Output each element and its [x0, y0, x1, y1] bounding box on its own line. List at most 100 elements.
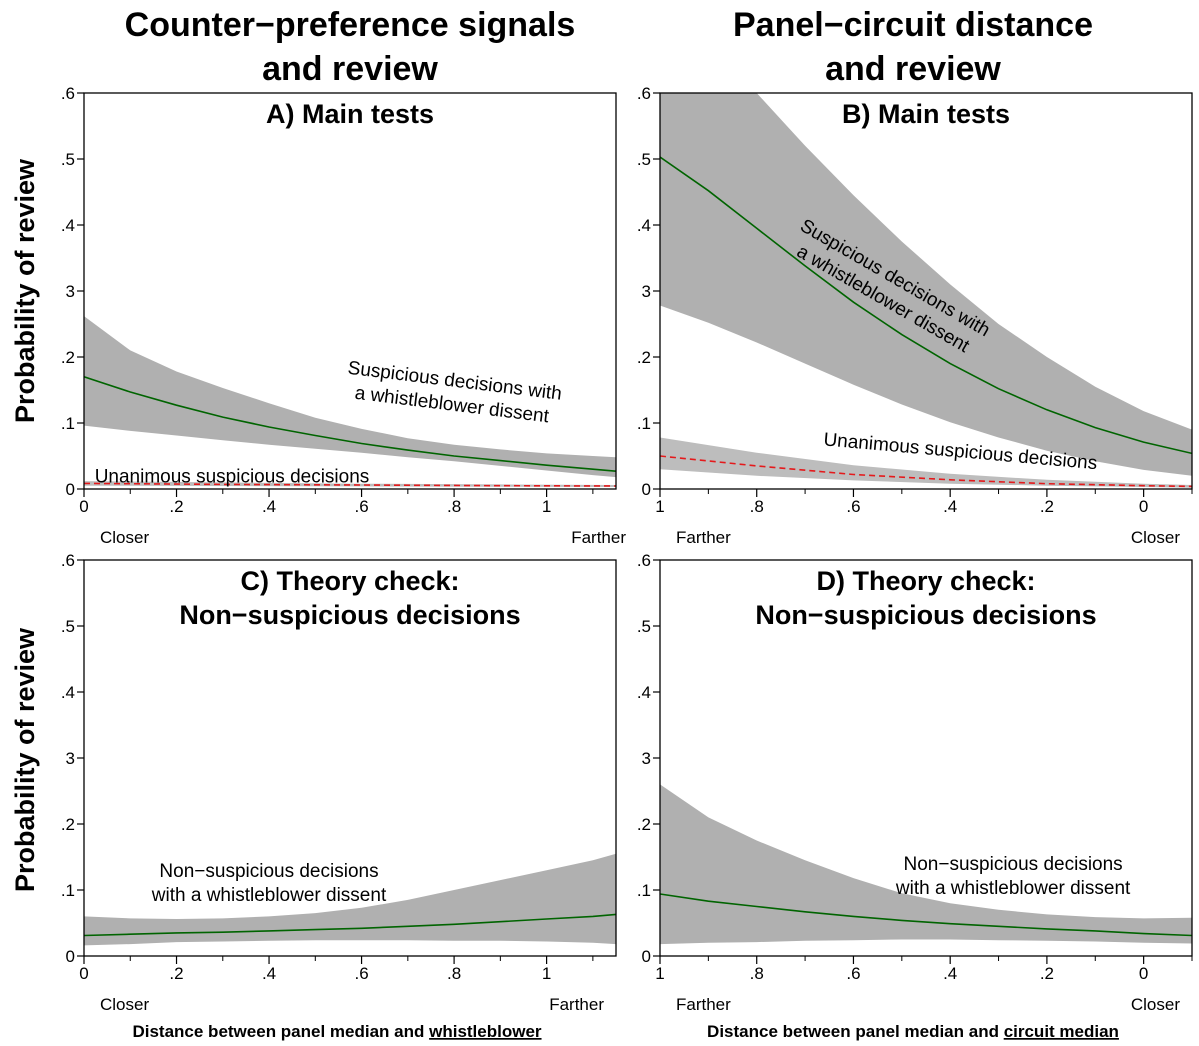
- y-tick-label-D-0: 0: [642, 947, 651, 966]
- y-tick-label-D-2: .2: [637, 815, 651, 834]
- y-tick-label-B-1: .1: [637, 414, 651, 433]
- confidence-band-B-1: [660, 93, 1192, 476]
- y-tick-label-A-5: .5: [61, 150, 75, 169]
- series-line-D-1: [660, 893, 1192, 937]
- x-end-label-right-A: Farther: [571, 528, 626, 547]
- y-tick-label-C-0: 0: [66, 947, 75, 966]
- panel-title-D-line-1: D) Theory check:: [816, 566, 1035, 596]
- x-tick-label-A-4: .8: [447, 497, 461, 516]
- x-tick-label-A-2: .4: [262, 497, 276, 516]
- y-tick-label-C-6: .6: [61, 551, 75, 570]
- x-tick-label-C-0: 0: [79, 964, 88, 983]
- x-tick-label-A-0: 0: [79, 497, 88, 516]
- y-tick-label-C-4: .4: [61, 683, 75, 702]
- x-tick-label-D-4: .2: [1040, 964, 1054, 983]
- y-tick-label-A-1: .1: [61, 414, 75, 433]
- x-tick-label-B-4: .2: [1040, 497, 1054, 516]
- y-axis-label-top: Probability of review: [10, 158, 40, 423]
- annotation-text-C-1-2: with a whistleblower dissent: [151, 885, 387, 906]
- series-line-A-2: [84, 482, 616, 487]
- column-titles: Counter−preference signals and review Pane…: [125, 6, 1093, 88]
- series-line-A-1: [84, 376, 616, 472]
- x-end-label-right-B: Closer: [1131, 528, 1180, 547]
- x-end-label-left-B: Farther: [676, 528, 731, 547]
- plot-area: [84, 316, 616, 487]
- x-tick-label-D-1: .8: [750, 964, 764, 983]
- annotation-text-D-1-2: with a whistleblower dissent: [895, 878, 1131, 899]
- y-tick-label-A-4: .4: [61, 216, 75, 235]
- panel-D: 1 .8 .6 .4 .2 0 0 .1 .2 3 .4 .5 .6 Farther Closer D) Th…: [637, 551, 1193, 1014]
- x-tick-label-D-2: .6: [846, 964, 860, 983]
- y-tick-label-B-5: .5: [637, 150, 651, 169]
- y-tick-label-D-6: .6: [637, 551, 651, 570]
- y-tick-label-A-3: 3: [66, 282, 75, 301]
- plot-area: [660, 93, 1192, 488]
- y-tick-label-B-3: 3: [642, 282, 651, 301]
- x-end-label-left-C: Closer: [100, 995, 149, 1014]
- annotation-D-1: Non−suspicious decisions with a whistlebl…: [895, 854, 1131, 899]
- x-tick-label-B-1: .8: [750, 497, 764, 516]
- x-tick-label-B-5: 0: [1139, 497, 1148, 516]
- y-tick-label-C-2: .2: [61, 815, 75, 834]
- panel-title-C-line-1: C) Theory check:: [240, 566, 459, 596]
- x-tick-label-B-3: .4: [943, 497, 957, 516]
- x-tick-label-A-1: .2: [169, 497, 183, 516]
- x-axis-label-left-prefix: Distance between panel median and: [132, 1022, 429, 1041]
- x-end-label-right-D: Closer: [1131, 995, 1180, 1014]
- panel-title-A-line-1: A) Main tests: [266, 99, 434, 129]
- x-tick-label-B-0: 1: [655, 497, 664, 516]
- x-axis-labels: Distance between panel median and whistl…: [132, 1022, 1118, 1041]
- y-tick-label-B-6: .6: [637, 84, 651, 103]
- column-title-2-line-1: Panel−circuit distance: [733, 6, 1093, 44]
- plot-area: [84, 853, 616, 946]
- x-tick-label-C-4: .8: [447, 964, 461, 983]
- x-tick-label-D-0: 1: [655, 964, 664, 983]
- x-axis-label-right: Distance between panel median and circui…: [707, 1022, 1119, 1041]
- x-tick-label-A-3: .6: [354, 497, 368, 516]
- panel-C: 0 .2 .4 .6 .8 1 0 .1 .2 3 .4 .5 .6 Closer Farther C) Th…: [61, 551, 617, 1014]
- y-tick-label-C-5: .5: [61, 617, 75, 636]
- annotation-text-D-1-1: Non−suspicious decisions: [904, 854, 1123, 875]
- confidence-band-B-2: [660, 437, 1192, 488]
- x-tick-label-C-2: .4: [262, 964, 276, 983]
- confidence-band-A-1: [84, 316, 616, 478]
- x-tick-label-D-3: .4: [943, 964, 957, 983]
- x-axis-label-left: Distance between panel median and whistl…: [132, 1022, 541, 1041]
- y-tick-label-D-4: .4: [637, 683, 651, 702]
- x-end-label-right-C: Farther: [549, 995, 604, 1014]
- y-axis-label-bottom: Probability of review: [10, 627, 40, 892]
- y-tick-label-B-4: .4: [637, 216, 651, 235]
- annotation-text-A-2-1: Unanimous suspicious decisions: [95, 466, 370, 487]
- x-end-label-left-A: Closer: [100, 528, 149, 547]
- panel-title-D-line-2: Non−suspicious decisions: [755, 600, 1096, 630]
- column-title-1-line-2: and review: [262, 50, 438, 88]
- series-line-B-1: [660, 156, 1192, 455]
- column-title-1-line-1: Counter−preference signals: [125, 6, 576, 44]
- y-tick-label-B-0: 0: [642, 480, 651, 499]
- panel-title-B-line-1: B) Main tests: [842, 99, 1010, 129]
- x-end-label-left-D: Farther: [676, 995, 731, 1014]
- confidence-band-D-1: [660, 784, 1192, 945]
- x-tick-label-C-5: 1: [542, 964, 551, 983]
- series-line-B-2: [660, 455, 1192, 488]
- y-tick-label-C-3: 3: [66, 749, 75, 768]
- y-tick-label-C-1: .1: [61, 881, 75, 900]
- x-tick-label-C-3: .6: [354, 964, 368, 983]
- confidence-band-A-2: [84, 481, 616, 487]
- y-tick-label-B-2: .2: [637, 348, 651, 367]
- x-tick-label-B-2: .6: [846, 497, 860, 516]
- y-tick-label-A-6: .6: [61, 84, 75, 103]
- y-axis-labels: Probability of review Probability of revi…: [10, 158, 40, 892]
- annotation-C-1: Non−suspicious decisions with a whistlebl…: [151, 861, 387, 906]
- y-tick-label-D-5: .5: [637, 617, 651, 636]
- panel-A: 0 .2 .4 .6 .8 1 0 .1 .2 3 .4 .5 .6 Closer Farther A) Ma…: [61, 84, 627, 547]
- x-tick-label-C-1: .2: [169, 964, 183, 983]
- annotation-A-2: Unanimous suspicious decisions: [95, 466, 370, 487]
- x-axis-label-left-underlined: whistleblower: [428, 1022, 542, 1041]
- y-tick-label-A-2: .2: [61, 348, 75, 367]
- y-tick-label-D-3: 3: [642, 749, 651, 768]
- plot-area: [660, 784, 1192, 945]
